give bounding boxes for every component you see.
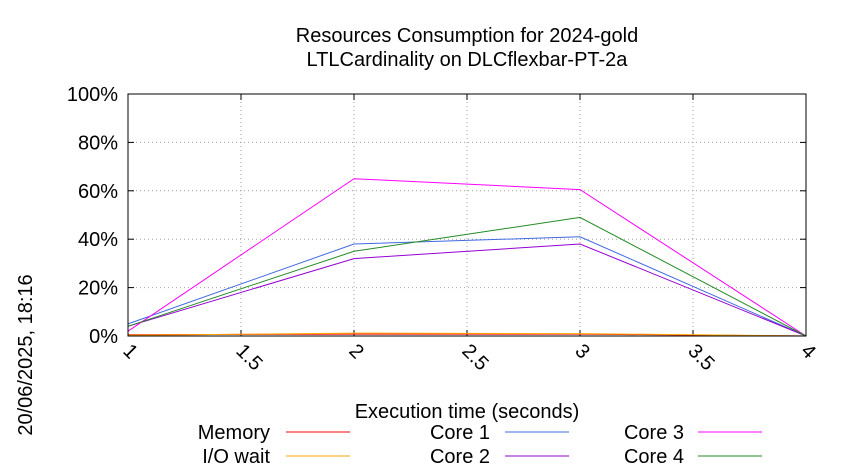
- legend-label: Core 1: [430, 422, 490, 444]
- x-tick-label: 1: [118, 340, 141, 363]
- legend-item: Core 4: [624, 446, 762, 468]
- chart-subtitle: LTLCardinality on DLCflexbar-PT-2a: [307, 49, 629, 71]
- legend-label: Core 4: [624, 446, 684, 468]
- legend-label: Memory: [198, 422, 270, 444]
- y-tick-label: 40%: [78, 229, 118, 251]
- series-line-core-3: [127, 178, 807, 337]
- side-timestamp-label: 20/06/2025, 18:16: [15, 274, 37, 435]
- series-lines: [127, 178, 807, 337]
- x-axis-label: Execution time (seconds): [355, 401, 580, 423]
- legend-item: Core 1: [430, 422, 569, 444]
- y-tick-label: 80%: [78, 132, 118, 154]
- legend-label: Core 2: [430, 446, 490, 468]
- series-line-core-2: [127, 243, 807, 337]
- x-tick-label: 4: [796, 340, 819, 363]
- y-tick-label: 0%: [89, 326, 118, 348]
- legend-label: Core 3: [624, 422, 684, 444]
- legend-item: I/O wait: [202, 446, 350, 468]
- legend-item: Core 2: [430, 446, 569, 468]
- plot-frame: [127, 93, 807, 337]
- series-line-core-4: [127, 216, 807, 337]
- chart-title: Resources Consumption for 2024-gold: [296, 25, 638, 47]
- series-line-i-o-wait: [127, 332, 807, 337]
- x-tick-label: 2: [344, 340, 367, 363]
- legend-label: I/O wait: [202, 446, 270, 468]
- series-line-core-1: [127, 236, 807, 337]
- y-tick-label: 60%: [78, 181, 118, 203]
- legend-item: Core 3: [624, 422, 762, 444]
- x-tick-label: 2.5: [457, 340, 492, 375]
- x-tick-label: 3: [570, 340, 593, 363]
- y-tick-label: 20%: [78, 278, 118, 300]
- legend-item: Memory: [198, 422, 350, 444]
- y-tick-label: 100%: [67, 84, 118, 106]
- y-axis-ticks: 0% 20% 40% 60% 80% 100%: [67, 84, 806, 348]
- x-tick-label: 1.5: [231, 340, 266, 375]
- x-tick-label: 3.5: [683, 340, 718, 375]
- grid: [128, 94, 806, 336]
